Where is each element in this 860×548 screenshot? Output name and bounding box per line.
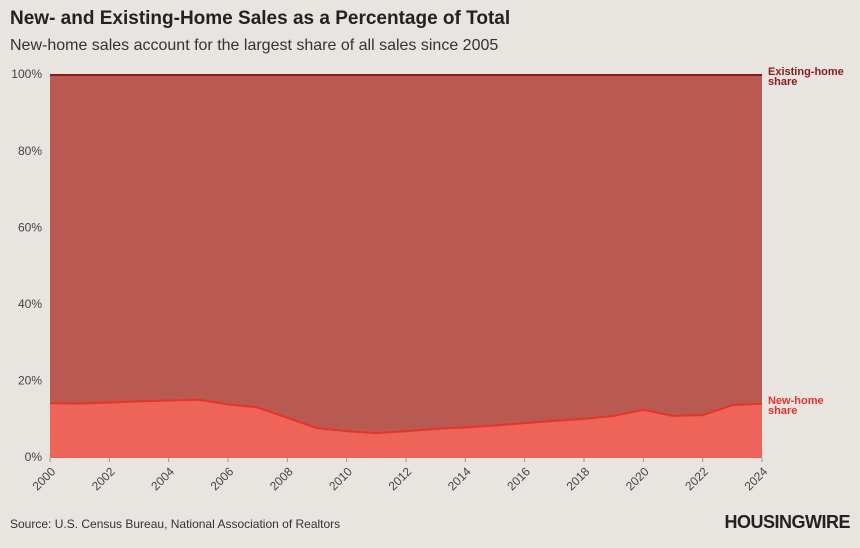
y-tick-label: 20%	[18, 374, 42, 388]
source-note: Source: U.S. Census Bureau, National Ass…	[10, 517, 341, 531]
area	[50, 75, 762, 434]
area	[50, 399, 762, 458]
y-tick-label: 40%	[18, 297, 42, 311]
series-label: Existing-home share	[768, 66, 844, 88]
y-tick-label: 100%	[11, 67, 42, 81]
chart-title: New- and Existing-Home Sales as a Percen…	[10, 8, 511, 29]
chart-subtitle: New-home sales account for the largest s…	[10, 37, 499, 54]
x-tick-label: 2022	[682, 464, 711, 493]
x-tick-label: 2014	[445, 464, 474, 493]
x-tick-label: 2006	[208, 464, 237, 493]
y-tick-label: 80%	[18, 144, 42, 158]
y-tick-label: 60%	[18, 220, 42, 234]
series-label: New-home share	[768, 394, 824, 417]
line	[49, 398, 763, 435]
y-tick-label: 0%	[25, 450, 43, 464]
x-tick-label: 2018	[564, 464, 593, 493]
x-tick-label: 2012	[386, 464, 415, 493]
x-tick-label: 2004	[148, 464, 177, 493]
x-tick-label: 2002	[89, 464, 118, 493]
x-tick-label: 2024	[742, 464, 771, 493]
logo: HOUSINGWIRE	[724, 512, 850, 532]
x-tick-label: 2010	[326, 464, 355, 493]
x-tick-label: 2008	[267, 464, 296, 493]
x-tick-label: 2020	[623, 464, 652, 493]
x-tick-label: 2016	[504, 464, 533, 493]
x-tick-label: 2000	[30, 464, 59, 493]
